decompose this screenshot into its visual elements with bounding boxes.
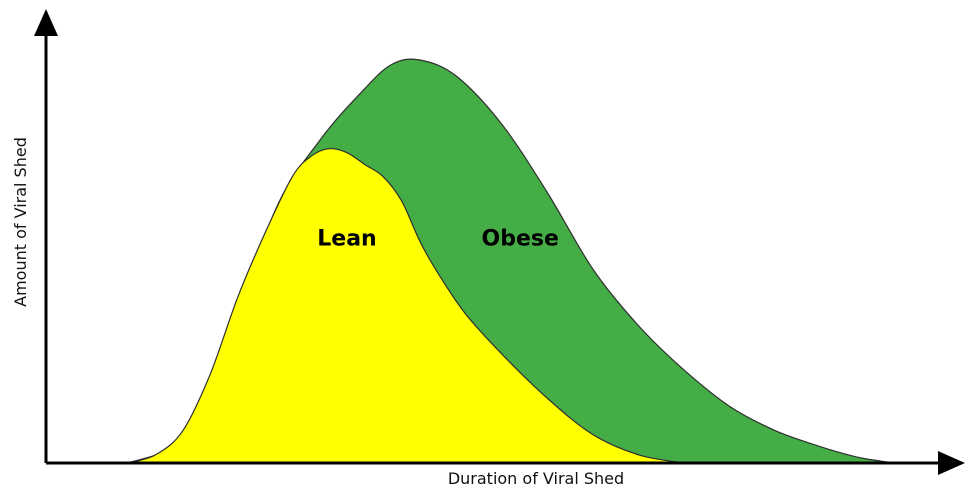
label-layer: Obese Lean: [317, 226, 559, 251]
series-label-lean: Lean: [317, 226, 376, 251]
y-axis-title: Amount of Viral Shed: [11, 137, 30, 307]
x-axis-title: Duration of Viral Shed: [448, 469, 624, 488]
series-area-lean: [127, 147, 685, 464]
series-layer: [127, 58, 895, 464]
series-label-obese: Obese: [482, 226, 559, 251]
axes-layer: Duration of Viral Shed Amount of Viral S…: [11, 9, 965, 488]
